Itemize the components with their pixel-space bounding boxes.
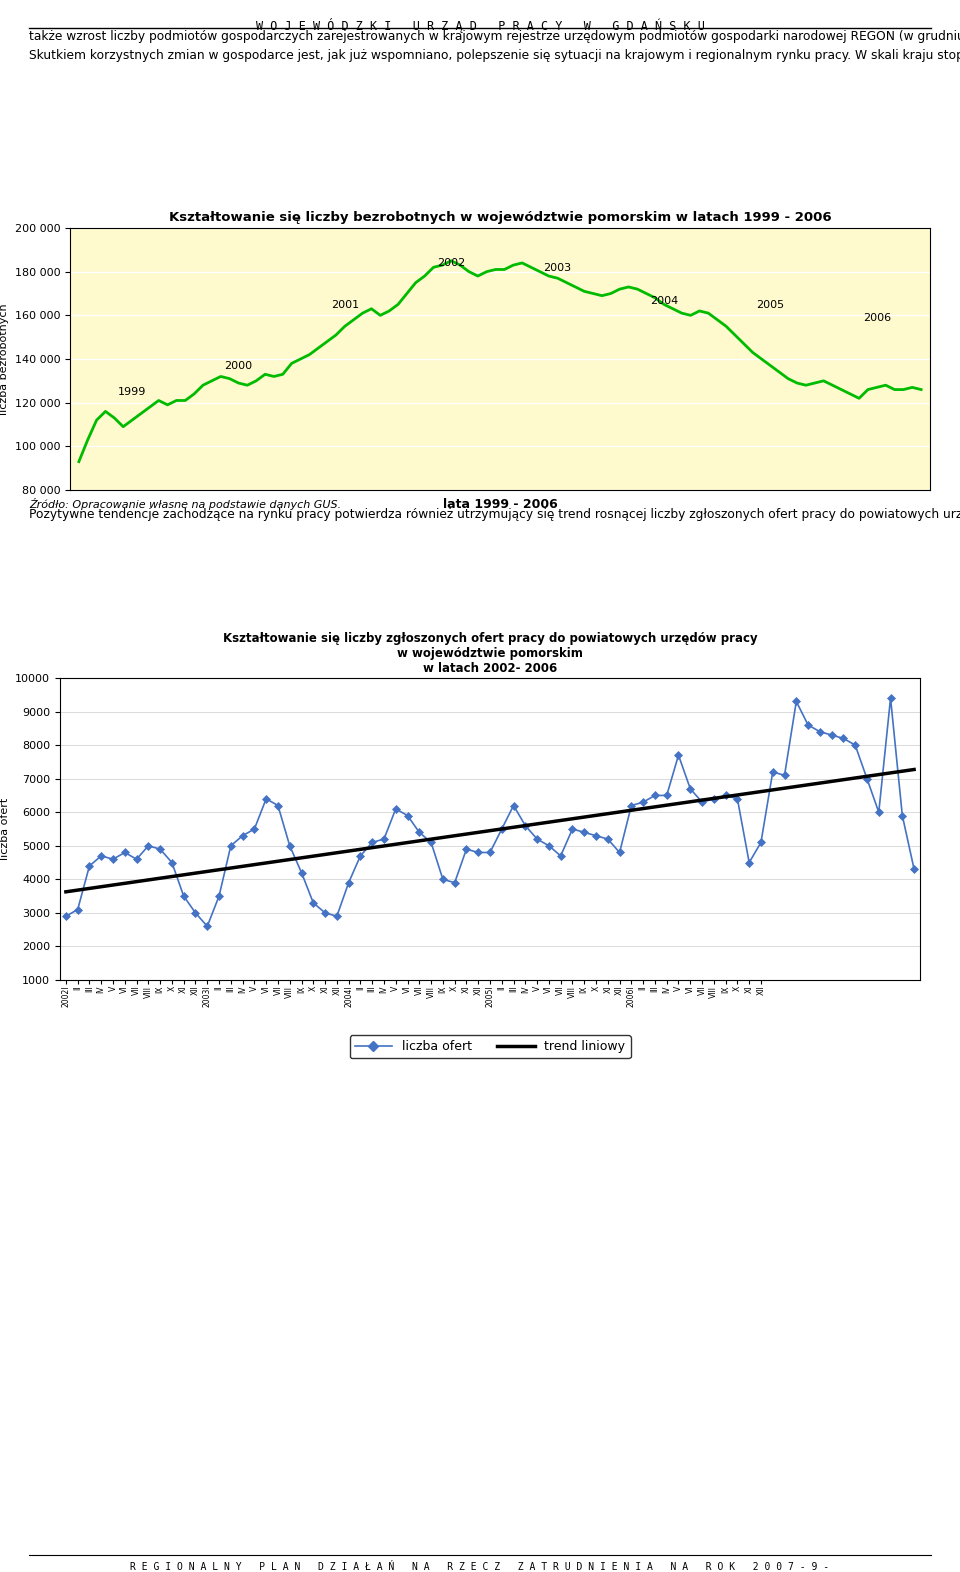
- Text: W O J E W Ó D Z K I   U R Z Ą D   P R A C Y   W   G D A Ń S K U: W O J E W Ó D Z K I U R Z Ą D P R A C Y …: [255, 17, 705, 33]
- Text: 2002: 2002: [437, 258, 466, 269]
- Text: Pozytywne tendencje zachodzące na rynku pracy potwierdza również utrzymujący się: Pozytywne tendencje zachodzące na rynku …: [29, 508, 960, 520]
- Text: 2005: 2005: [756, 300, 784, 310]
- Title: Kształtowanie się liczby bezrobotnych w województwie pomorskim w latach 1999 - 2: Kształtowanie się liczby bezrobotnych w …: [169, 211, 831, 225]
- Y-axis label: liczba bezrobotnych: liczba bezrobotnych: [0, 303, 9, 415]
- Text: Źródło: Opracowanie własne na podstawie danych GUS.: Źródło: Opracowanie własne na podstawie …: [29, 498, 341, 509]
- Text: 2000: 2000: [225, 362, 252, 371]
- Y-axis label: liczba ofert: liczba ofert: [0, 799, 10, 860]
- X-axis label: lata 1999 - 2006: lata 1999 - 2006: [443, 498, 558, 511]
- Text: 2003: 2003: [543, 263, 572, 274]
- Text: 2006: 2006: [863, 313, 891, 322]
- Text: 2001: 2001: [331, 300, 359, 310]
- Legend: liczba ofert, trend liniowy: liczba ofert, trend liniowy: [349, 1036, 631, 1058]
- Text: także wzrost liczby podmiotów gospodarczych zarejestrowanych w krajowym rejestrz: także wzrost liczby podmiotów gospodarcz…: [29, 30, 960, 61]
- Text: 2004: 2004: [650, 296, 678, 305]
- Title: Kształtowanie się liczby zgłoszonych ofert pracy do powiatowych urzędów pracy
w : Kształtowanie się liczby zgłoszonych ofe…: [223, 632, 757, 676]
- Text: 1999: 1999: [118, 387, 146, 398]
- Text: R E G I O N A L N Y   P L A N   D Z I A Ł A Ń   N A   R Z E C Z   Z A T R U D N : R E G I O N A L N Y P L A N D Z I A Ł A …: [131, 1563, 829, 1572]
